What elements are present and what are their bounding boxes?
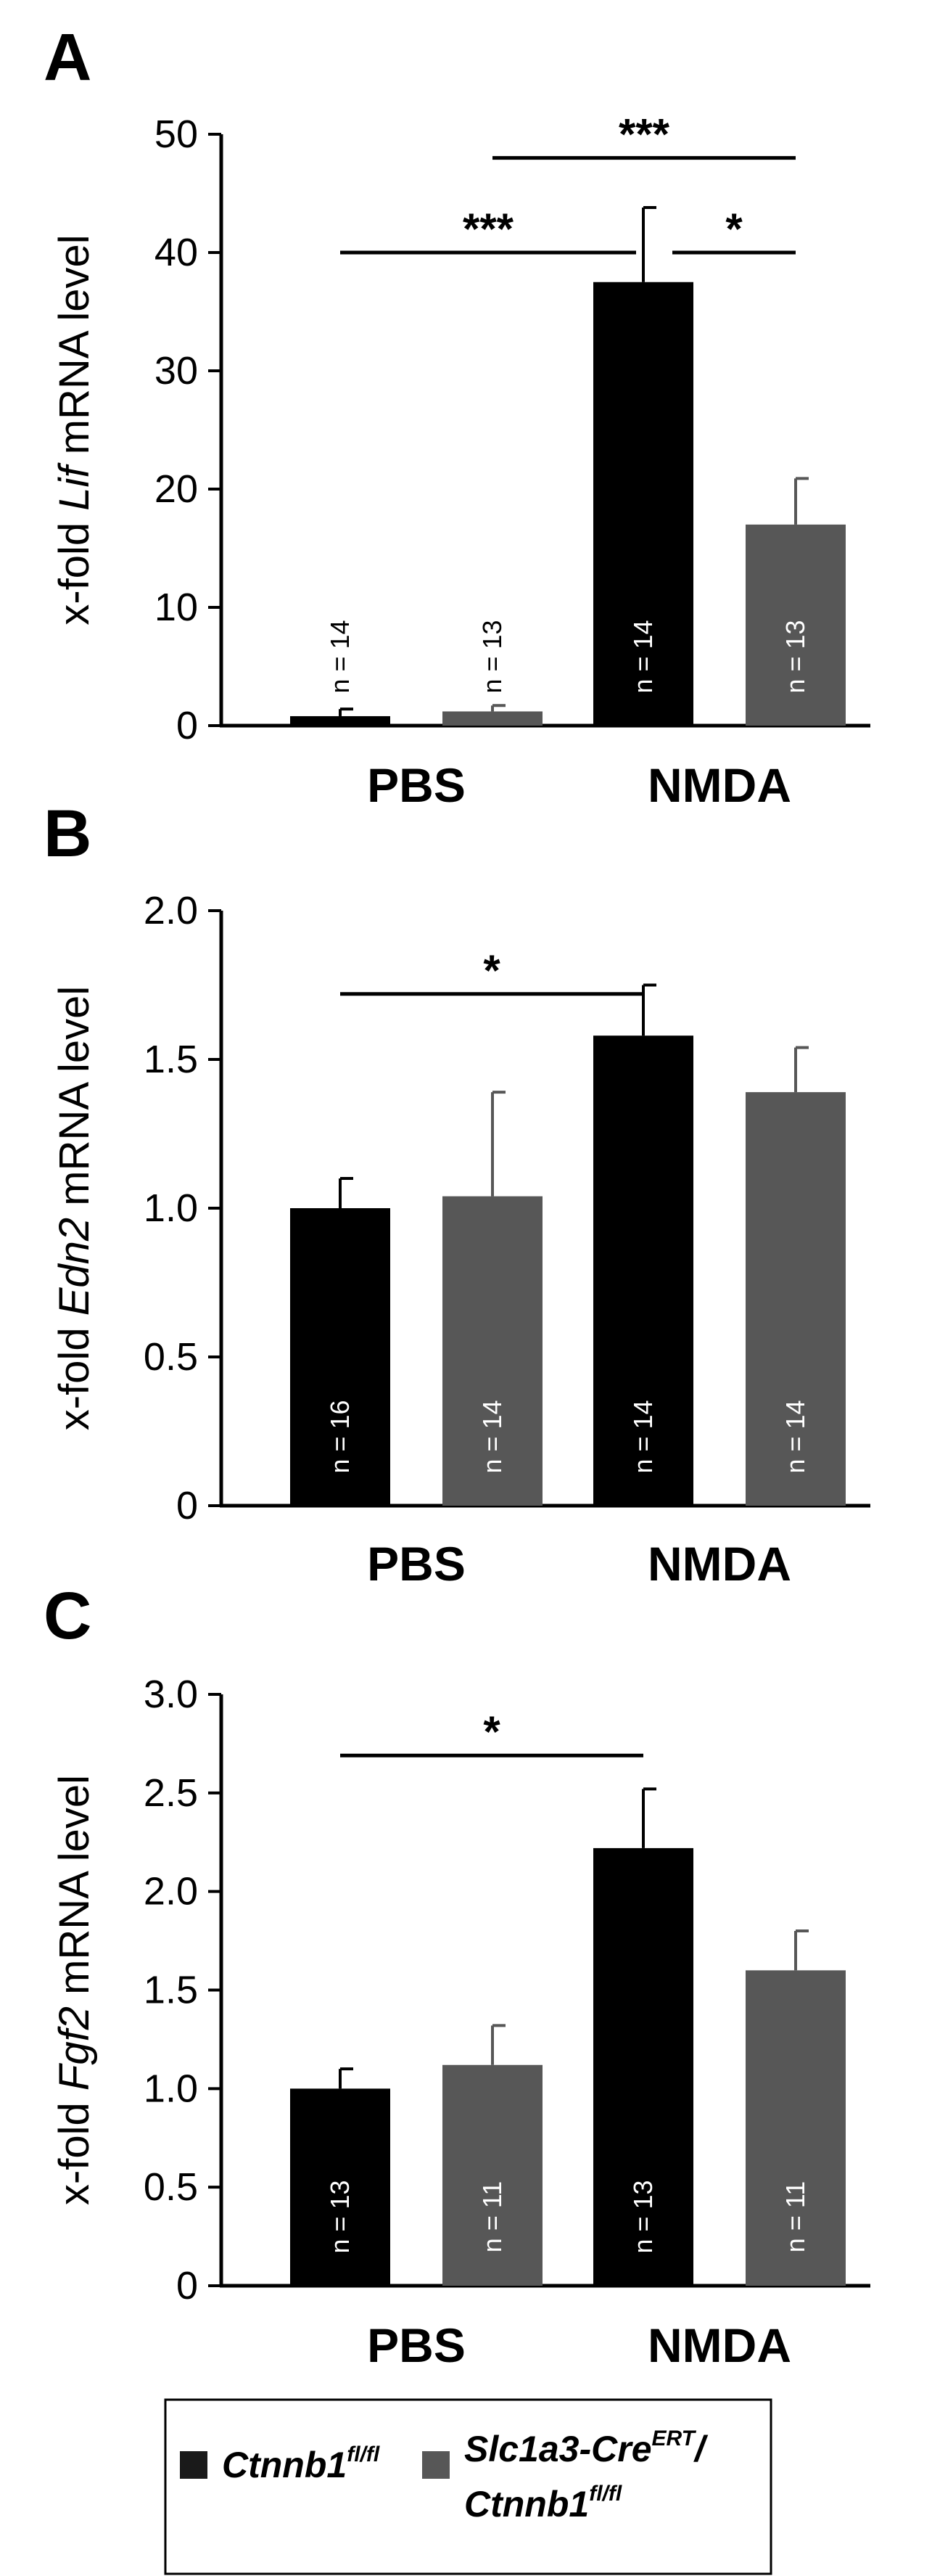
bar-nmda-series-1 [593, 282, 693, 726]
bar-nmda-series-2 [746, 1970, 846, 2286]
n-label: n = 11 [780, 2181, 810, 2252]
n-label: n = 14 [325, 620, 355, 693]
legend-label-knockout-line2: Ctnnb1fl/fl [464, 2482, 622, 2524]
significance-marker: * [483, 1707, 500, 1756]
legend-label-knockout-line1: Slc1a3-CreERT/ [464, 2427, 709, 2469]
y-tick-label: 1.0 [144, 1186, 198, 1230]
chart-panel-b: B 0 0.5 1.0 1.5 2.0 x-fold Edn2 mRNA level n = … [44, 797, 870, 1591]
y-tick-label: 10 [154, 586, 198, 629]
significance-marker: * [725, 205, 743, 253]
y-axis-label: x-fold Lif mRNA level [51, 234, 98, 625]
n-label: n = 13 [780, 620, 810, 693]
y-tick-label: 1.5 [144, 1969, 198, 2012]
n-label: n = 14 [780, 1400, 810, 1473]
y-tick-label: 0 [176, 704, 198, 747]
legend-box [164, 2398, 772, 2575]
y-tick-label: 0.5 [144, 2165, 198, 2209]
bar-nmda-series-2 [746, 524, 846, 726]
n-label: n = 14 [628, 1400, 658, 1473]
n-label: n = 14 [628, 620, 658, 693]
y-tick-label: 2.0 [144, 1870, 198, 1913]
y-tick-label: 2.5 [144, 1771, 198, 1815]
n-label: n = 11 [477, 2181, 507, 2252]
bar-pbs-series-2 [442, 1196, 543, 1506]
n-label: n = 13 [325, 2180, 355, 2253]
bar-pbs-series-1 [290, 715, 390, 726]
significance-marker: * [483, 946, 500, 995]
y-tick-label: 1.5 [144, 1038, 198, 1081]
bar-pbs-series-2 [442, 711, 543, 726]
y-tick-label: 0 [176, 1484, 198, 1527]
y-tick-label: 0.5 [144, 1335, 198, 1379]
legend-swatch-knockout [422, 2451, 450, 2479]
bar-pbs-series-1 [290, 1208, 390, 1506]
bar-nmda-series-1 [593, 1847, 693, 2286]
category-label-pbs: PBS [367, 1537, 466, 1591]
y-tick-label: 1.0 [144, 2067, 198, 2110]
chart-panel-c: C 0 0.5 1.0 1.5 2.0 2.5 3.0 x-fold Fgf2 mRNA lev… [44, 1579, 870, 2372]
bar-nmda-series-1 [593, 1035, 693, 1506]
panel-letter: C [44, 1579, 91, 1653]
y-tick-label: 20 [154, 467, 198, 511]
n-label: n = 14 [477, 1400, 507, 1473]
y-tick-label: 30 [154, 349, 198, 393]
legend-label-control: Ctnnb1fl/fl [222, 2442, 380, 2485]
n-label: n = 13 [628, 2180, 658, 2253]
y-axis-label: x-fold Edn2 mRNA level [51, 986, 98, 1431]
category-label-pbs: PBS [367, 2318, 466, 2372]
significance-marker: *** [619, 110, 670, 159]
bar-pbs-series-1 [290, 2088, 390, 2286]
y-tick-label: 0 [176, 2264, 198, 2308]
y-tick-label: 2.0 [144, 889, 198, 932]
y-tick-label: 40 [154, 231, 198, 274]
significance-marker: *** [463, 205, 514, 253]
y-tick-label: 3.0 [144, 1673, 198, 1716]
bar-nmda-series-2 [746, 1092, 846, 1506]
legend-swatch-control [180, 2451, 207, 2479]
panel-letter: B [44, 797, 91, 871]
chart-panel-a: A 0 10 20 30 40 50 x-fold Lif mRNA level n = 14 n… [44, 20, 870, 812]
category-label-pbs: PBS [367, 758, 466, 812]
n-label: n = 16 [325, 1400, 355, 1473]
panels: A 0 10 20 30 40 50 x-fold Lif mRNA level n = 14 n… [44, 20, 870, 2372]
y-axis-label: x-fold Fgf2 mRNA level [51, 1775, 98, 2205]
y-tick-label: 50 [154, 112, 198, 156]
category-label-nmda: NMDA [648, 1537, 791, 1591]
category-label-nmda: NMDA [648, 2318, 791, 2372]
category-label-nmda: NMDA [648, 758, 791, 812]
n-label: n = 13 [477, 620, 507, 693]
legend: Ctnnb1fl/fl Slc1a3-CreERT/ Ctnnb1fl/fl [164, 2398, 772, 2575]
panel-letter: A [44, 20, 91, 94]
bar-pbs-series-2 [442, 2064, 543, 2286]
